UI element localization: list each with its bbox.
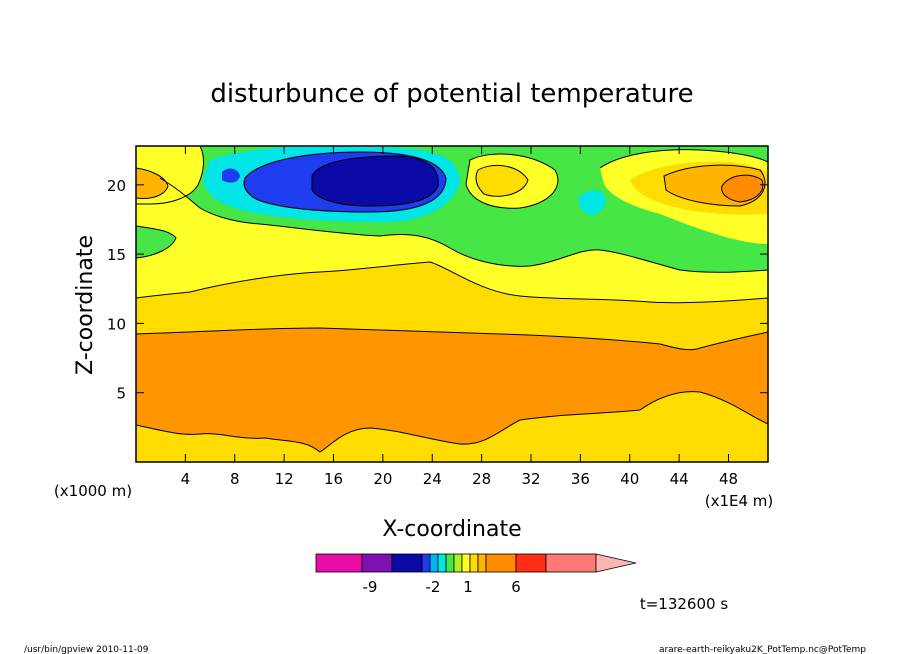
x-tick-label: 36	[571, 470, 590, 488]
colorbar-arrow	[595, 553, 637, 573]
time-label: t=132600 s	[640, 595, 728, 613]
x-tick-label: 20	[373, 470, 392, 488]
colorbar-label: 1	[463, 578, 473, 596]
contour-fill-orange	[136, 328, 768, 452]
colorbar-swatch	[361, 553, 393, 573]
x-tick-label: 44	[670, 470, 689, 488]
colorbar-swatch	[469, 553, 479, 573]
colorbar-label: 6	[511, 578, 521, 596]
y-tick-label: 5	[116, 385, 126, 403]
x-axis-unit: (x1E4 m)	[705, 492, 774, 510]
footer-left: /usr/bin/gpview 2010-11-09	[24, 645, 149, 654]
colorbar-swatch	[545, 553, 597, 573]
y-axis-unit: (x1000 m)	[54, 482, 132, 500]
colorbar-swatch	[453, 553, 463, 573]
x-axis: 4 8 12 16 20 24 28 32 36 40 44 48	[181, 146, 738, 488]
colorbar-labels: -9 -2 1 6	[363, 578, 521, 596]
contour-fill-blue-spot	[222, 168, 240, 183]
colorbar-swatch	[315, 553, 363, 573]
y-tick-label: 10	[107, 315, 126, 333]
x-tick-label: 32	[521, 470, 540, 488]
contour-lines	[136, 146, 768, 453]
colorbar	[315, 553, 637, 573]
colorbar-swatch	[429, 553, 439, 573]
colorbar-swatch	[477, 553, 487, 573]
x-tick-label: 40	[620, 470, 639, 488]
contour-plot	[136, 146, 768, 462]
y-tick-label: 15	[107, 246, 126, 264]
y-axis: 5 10 15 20	[107, 177, 768, 403]
x-axis-label: X-coordinate	[382, 517, 521, 542]
x-tick-label: 24	[423, 470, 442, 488]
plot-frame	[135, 145, 769, 463]
y-tick-label: 20	[107, 177, 126, 195]
contour-fill-right-max	[721, 175, 763, 202]
x-tick-label: 4	[181, 470, 191, 488]
x-tick-label: 48	[719, 470, 738, 488]
footer-right: arare-earth-reikyaku2K_PotTemp.nc@PotTem…	[659, 645, 866, 654]
colorbar-swatch	[461, 553, 471, 573]
contour-fill-green-left	[136, 226, 176, 258]
colorbar-swatch	[445, 553, 455, 573]
colorbar-label: -2	[426, 578, 441, 596]
colorbar-swatch	[391, 553, 423, 573]
contour-fill-dark-blue	[312, 156, 439, 206]
x-tick-label: 12	[275, 470, 294, 488]
x-tick-label: 8	[230, 470, 240, 488]
colorbar-swatch	[515, 553, 547, 573]
colorbar-swatch	[485, 553, 517, 573]
contour-fill-upper-left-orange	[136, 168, 168, 199]
colorbar-swatch	[421, 553, 431, 573]
contour-fill-cyan-spot	[578, 190, 606, 215]
y-axis-label: Z-coordinate	[73, 235, 98, 375]
x-tick-label: 28	[472, 470, 491, 488]
chart-title: disturbunce of potential temperature	[210, 79, 693, 109]
x-tick-label: 16	[324, 470, 343, 488]
colorbar-swatch	[437, 553, 447, 573]
contour-fill-lower-edge	[136, 391, 768, 462]
contour-fill-yellow-core	[476, 165, 528, 197]
colorbar-label: -9	[363, 578, 378, 596]
